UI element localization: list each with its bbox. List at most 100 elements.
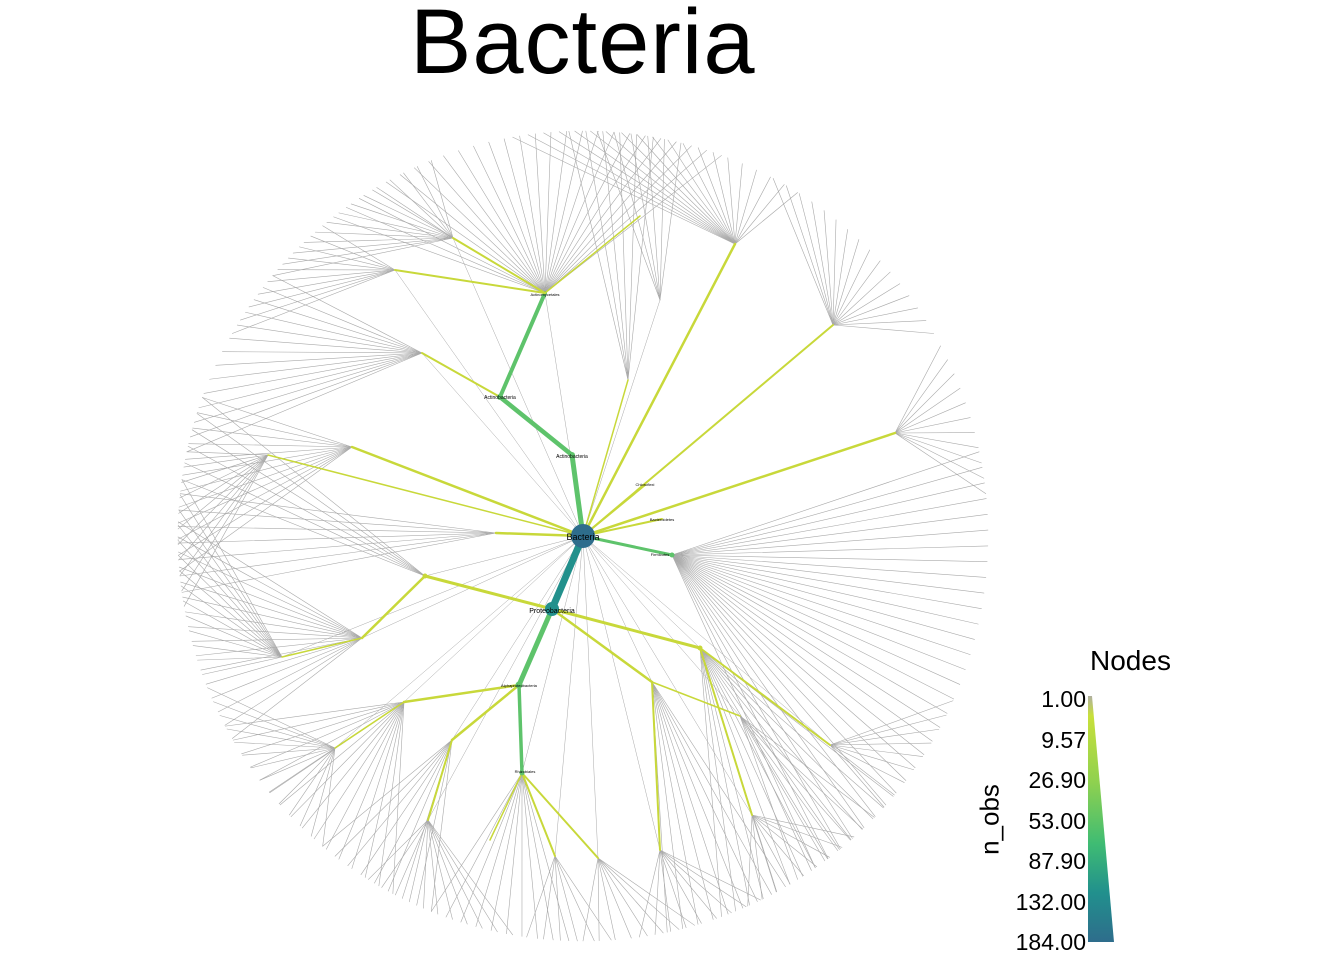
leaf-edge bbox=[521, 772, 570, 942]
leaf-edge bbox=[192, 427, 353, 448]
leaf-edge bbox=[671, 554, 982, 609]
leaf-edge bbox=[651, 681, 699, 925]
node-firmicutes bbox=[669, 552, 675, 558]
leaf-edge bbox=[554, 855, 578, 942]
leaf-edge bbox=[345, 207, 546, 294]
leaf-edge bbox=[526, 855, 556, 938]
leaf-edge bbox=[183, 454, 269, 607]
leaf-edge bbox=[241, 701, 405, 755]
leaf-edge bbox=[179, 493, 497, 534]
hub-edge bbox=[427, 535, 584, 821]
branch-edge bbox=[581, 431, 897, 538]
node-label-bacteroidetes: Bacteroidetes bbox=[650, 517, 674, 522]
leaf-edge bbox=[427, 819, 498, 933]
leaf-edge bbox=[177, 524, 283, 658]
leaf-edge bbox=[823, 210, 834, 326]
leaf-edge bbox=[568, 130, 629, 381]
leaf-edge bbox=[832, 307, 919, 326]
leaf-edge bbox=[179, 570, 283, 658]
leaf-edge bbox=[427, 819, 513, 936]
node-proteobacteria bbox=[545, 602, 559, 616]
leaf-edge bbox=[182, 600, 283, 658]
leaf-edge bbox=[427, 819, 483, 929]
branch-edge bbox=[427, 739, 453, 821]
leaf-edge bbox=[325, 701, 405, 850]
leaf-edge bbox=[829, 744, 905, 783]
leaf-edge bbox=[597, 857, 664, 934]
leaf-edge bbox=[671, 554, 979, 625]
node-labels: Bacteria Proteobacteria Actinobacteria A… bbox=[484, 292, 674, 774]
leaf-edge bbox=[832, 283, 901, 326]
leaf-edge bbox=[651, 681, 744, 909]
leaf-edge bbox=[322, 225, 396, 271]
leaf-edge bbox=[222, 351, 423, 354]
legend-title: Nodes bbox=[1090, 645, 1171, 676]
leaf-edge bbox=[544, 131, 552, 294]
leaf-edge bbox=[671, 554, 933, 742]
leaf-edge bbox=[178, 566, 363, 639]
leaf-edge bbox=[364, 701, 405, 878]
node-label-actinobacteria-2: Actinobacteria bbox=[556, 454, 588, 460]
hub-edge bbox=[394, 269, 584, 537]
leaf-edge bbox=[671, 554, 955, 700]
leaf-edge bbox=[333, 216, 546, 294]
leaf-edge bbox=[188, 443, 353, 448]
leaf-edge bbox=[267, 269, 396, 283]
leaf-edge bbox=[506, 772, 523, 935]
leaf-edge bbox=[832, 239, 860, 326]
leaf-edge bbox=[428, 161, 546, 294]
leaf-edge bbox=[894, 432, 987, 494]
leaf-edge bbox=[191, 429, 426, 577]
leaf-edge bbox=[544, 135, 646, 294]
leaf-edge bbox=[519, 135, 546, 294]
legend-tick: 1.00 bbox=[1041, 686, 1086, 712]
hub-edge bbox=[554, 535, 584, 857]
leaf-edge bbox=[832, 219, 837, 326]
leaf-edge bbox=[262, 287, 423, 354]
leaf-edge bbox=[272, 275, 423, 354]
leaf-edge bbox=[894, 345, 941, 434]
hub-edge bbox=[452, 237, 584, 537]
leaf-edge bbox=[671, 554, 925, 755]
leaf-edge bbox=[181, 479, 426, 577]
leaf-edge bbox=[651, 681, 786, 888]
leaf-edge bbox=[811, 201, 834, 326]
branch-edge bbox=[582, 379, 629, 537]
leaf-edge bbox=[322, 739, 453, 847]
leaf-edge bbox=[250, 747, 336, 769]
legend-tick: 132.00 bbox=[1015, 889, 1086, 915]
leaf-edge bbox=[829, 728, 940, 746]
leaf-edge bbox=[671, 554, 853, 839]
leaf-edge bbox=[671, 554, 841, 849]
leaf-edge bbox=[699, 647, 736, 912]
leaf-edge bbox=[751, 814, 791, 885]
leaf-edge bbox=[310, 235, 396, 271]
leaf-edge bbox=[374, 739, 453, 884]
leaf-edge bbox=[289, 747, 336, 816]
leaf-edge bbox=[202, 656, 283, 675]
leaf-edge bbox=[231, 269, 396, 334]
node-rhizobiales bbox=[519, 770, 525, 776]
chart-title: Bacteria bbox=[410, 0, 756, 93]
leaf-edge bbox=[747, 814, 753, 907]
leaf-edge bbox=[521, 772, 554, 941]
leaf-edge bbox=[187, 626, 363, 639]
leaf-edge bbox=[671, 554, 829, 859]
leaf-edge bbox=[177, 454, 269, 530]
leaf-edge bbox=[242, 747, 336, 756]
leaf-edge bbox=[671, 482, 985, 556]
leaf-edge bbox=[894, 432, 979, 448]
leaf-edge bbox=[699, 647, 852, 840]
leaf-edge bbox=[395, 819, 429, 896]
leaf-edge bbox=[627, 136, 654, 381]
leaf-edge bbox=[654, 849, 661, 935]
leaf-edge bbox=[226, 728, 336, 749]
leaf-edge bbox=[387, 739, 453, 892]
hub-edge bbox=[334, 535, 584, 749]
leaf-edge bbox=[192, 645, 283, 658]
leaf-edge bbox=[177, 521, 363, 639]
branch-edge bbox=[517, 683, 524, 775]
branch-edge bbox=[498, 291, 547, 399]
leaf-edge bbox=[363, 195, 454, 239]
leaf-edge bbox=[334, 739, 453, 857]
